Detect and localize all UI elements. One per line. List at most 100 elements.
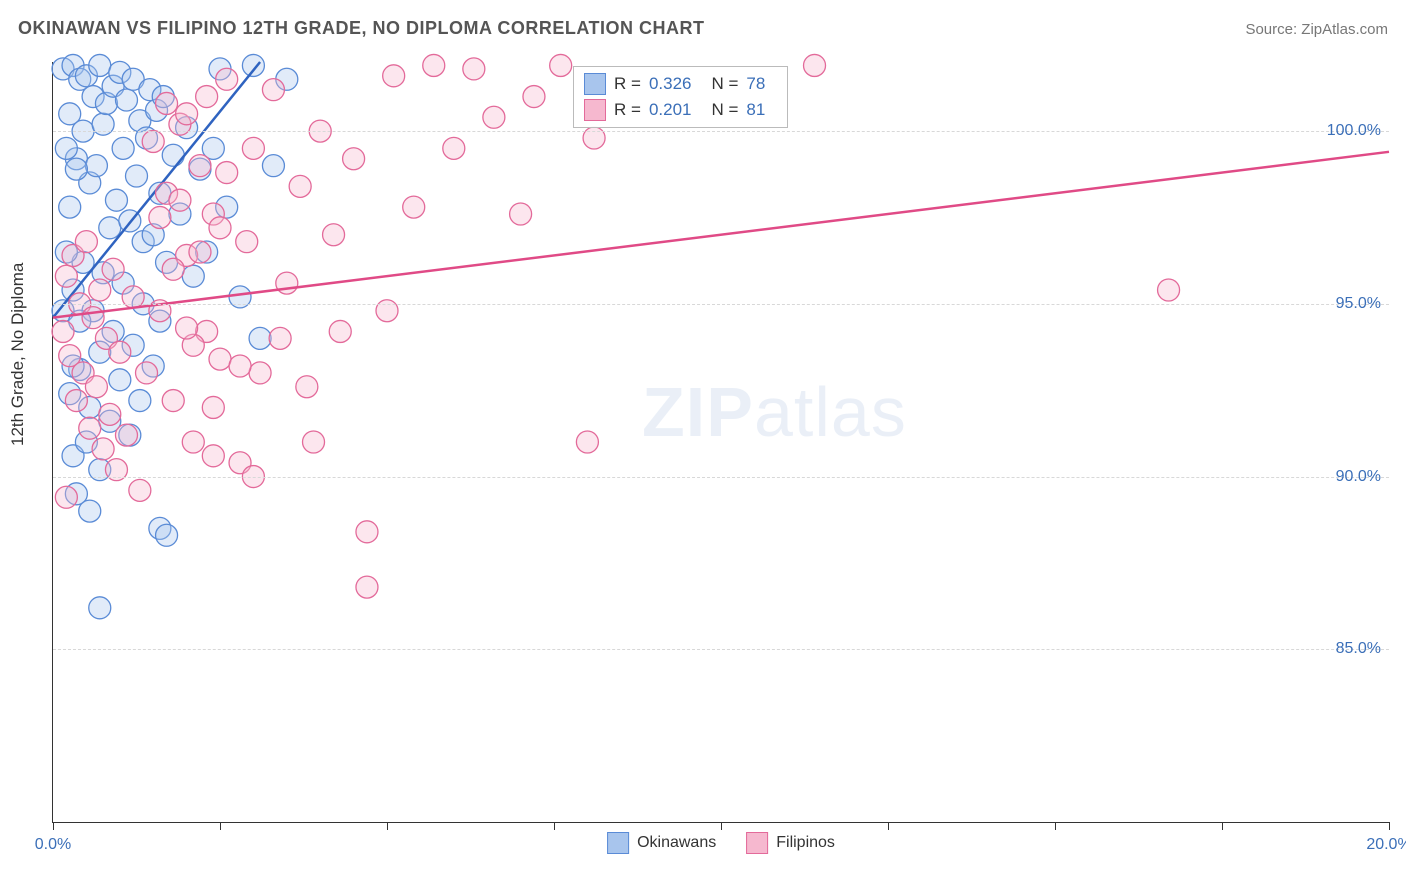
scatter-point: [109, 369, 131, 391]
scatter-point: [804, 54, 826, 76]
scatter-point: [403, 196, 425, 218]
scatter-point: [102, 258, 124, 280]
y-tick-label: 95.0%: [1336, 295, 1381, 313]
x-tick-mark: [721, 822, 722, 830]
gridline: [53, 304, 1389, 305]
plot-area: ZIPatlas R = 0.326 N = 78 R = 0.201 N = …: [52, 62, 1389, 823]
scatter-point: [85, 376, 107, 398]
scatter-point: [242, 137, 264, 159]
gridline: [53, 649, 1389, 650]
scatter-point: [52, 320, 74, 342]
scatter-point: [249, 327, 271, 349]
scatter-point: [89, 597, 111, 619]
scatter-point: [82, 307, 104, 329]
scatter-point: [550, 54, 572, 76]
scatter-point: [189, 241, 211, 263]
stats-row-filipinos: R = 0.201 N = 81: [584, 97, 777, 123]
scatter-point: [356, 576, 378, 598]
scatter-point: [329, 320, 351, 342]
x-tick-mark: [220, 822, 221, 830]
scatter-point: [176, 103, 198, 125]
legend-label-filipinos: Filipinos: [776, 834, 835, 852]
scatter-point: [79, 500, 101, 522]
scatter-point: [216, 162, 238, 184]
x-tick-mark: [53, 822, 54, 830]
scatter-point: [262, 155, 284, 177]
x-tick-mark: [1389, 822, 1390, 830]
scatter-point: [162, 144, 184, 166]
scatter-point: [115, 424, 137, 446]
y-axis-label: 12th Grade, No Diploma: [8, 263, 28, 446]
scatter-point: [443, 137, 465, 159]
scatter-point: [209, 348, 231, 370]
scatter-point: [55, 486, 77, 508]
scatter-point: [303, 431, 325, 453]
scatter-point: [162, 258, 184, 280]
scatter-point: [356, 521, 378, 543]
scatter-point: [89, 54, 111, 76]
scatter-point: [289, 175, 311, 197]
scatter-point: [196, 86, 218, 108]
scatter-point: [99, 403, 121, 425]
scatter-point: [209, 217, 231, 239]
x-tick-label-start: 0.0%: [35, 836, 71, 854]
legend-item-filipinos: Filipinos: [746, 832, 835, 854]
scatter-point: [55, 137, 77, 159]
scatter-point: [156, 92, 178, 114]
legend-item-okinawans: Okinawans: [607, 832, 716, 854]
scatter-point: [576, 431, 598, 453]
scatter-point: [202, 445, 224, 467]
scatter-point: [169, 189, 191, 211]
chart-container: OKINAWAN VS FILIPINO 12TH GRADE, NO DIPL…: [0, 0, 1406, 892]
scatter-point: [126, 165, 148, 187]
scatter-point: [109, 341, 131, 363]
x-tick-label-end: 20.0%: [1366, 836, 1406, 854]
x-tick-mark: [387, 822, 388, 830]
scatter-point: [262, 79, 284, 101]
stats-legend-box: R = 0.326 N = 78 R = 0.201 N = 81: [573, 66, 788, 128]
gridline: [53, 477, 1389, 478]
scatter-point: [423, 54, 445, 76]
chart-title: OKINAWAN VS FILIPINO 12TH GRADE, NO DIPL…: [18, 18, 705, 39]
scatter-point: [79, 417, 101, 439]
scatter-point: [383, 65, 405, 87]
scatter-point: [323, 224, 345, 246]
legend-swatch-okinawans-bottom: [607, 832, 629, 854]
scatter-point: [229, 355, 251, 377]
scatter-point: [112, 137, 134, 159]
scatter-point: [162, 390, 184, 412]
scatter-point: [149, 206, 171, 228]
scatter-point: [156, 524, 178, 546]
scatter-point: [142, 130, 164, 152]
scatter-point: [296, 376, 318, 398]
scatter-point: [65, 158, 87, 180]
scatter-point: [510, 203, 532, 225]
scatter-point: [242, 54, 264, 76]
scatter-point: [523, 86, 545, 108]
x-axis-legend: Okinawans Filipinos: [607, 832, 835, 854]
scatter-point: [129, 479, 151, 501]
scatter-point: [65, 390, 87, 412]
r-label: R =: [614, 74, 641, 94]
n-label: N =: [711, 74, 738, 94]
scatter-point: [115, 89, 137, 111]
scatter-point: [216, 68, 238, 90]
legend-swatch-filipinos-bottom: [746, 832, 768, 854]
legend-label-okinawans: Okinawans: [637, 834, 716, 852]
source-attribution: Source: ZipAtlas.com: [1245, 21, 1388, 38]
x-tick-mark: [554, 822, 555, 830]
r-value-filipinos: 0.201: [649, 100, 692, 120]
scatter-point: [176, 317, 198, 339]
r-label: R =: [614, 100, 641, 120]
r-value-okinawans: 0.326: [649, 74, 692, 94]
scatter-point: [249, 362, 271, 384]
y-tick-label: 85.0%: [1336, 640, 1381, 658]
scatter-point: [85, 155, 107, 177]
scatter-point: [129, 390, 151, 412]
scatter-point: [89, 279, 111, 301]
scatter-point: [463, 58, 485, 80]
stats-row-okinawans: R = 0.326 N = 78: [584, 71, 777, 97]
scatter-point: [483, 106, 505, 128]
scatter-point: [75, 231, 97, 253]
x-tick-mark: [1055, 822, 1056, 830]
